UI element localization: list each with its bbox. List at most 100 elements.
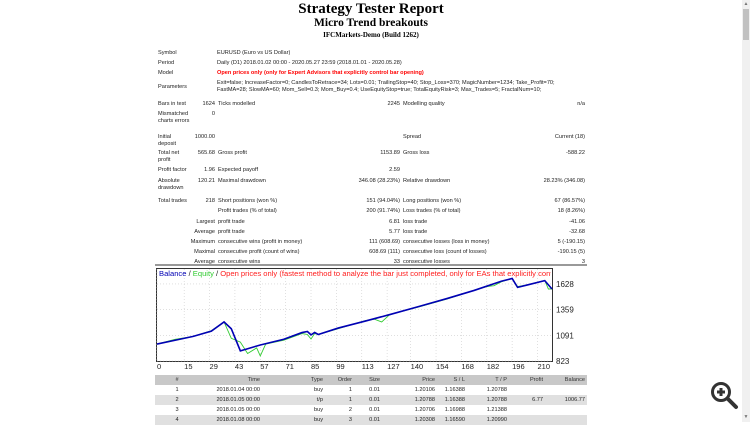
scrollbar-thumb[interactable] xyxy=(743,9,749,40)
stat-label: Absolute drawdown xyxy=(158,178,184,191)
stat-value: 120.21 xyxy=(197,178,215,184)
stat-value: 1153.89 xyxy=(380,150,400,156)
stat-label: Long positions (won %) xyxy=(403,198,462,204)
stat-value: -41.06 xyxy=(569,219,585,225)
stat-value: 346.08 (28.23%) xyxy=(358,178,400,184)
table-cell: 1 xyxy=(175,387,179,393)
table-cell: t/p xyxy=(316,397,323,403)
table-header: # Time Type Order Size Price S / L T / P Profit B… xyxy=(155,375,587,385)
stat-value: 2.59 xyxy=(389,167,400,173)
table-cell: 1.16388 xyxy=(444,387,465,393)
x-tick-label: 29 xyxy=(210,362,218,371)
table-cell: 1.20788 xyxy=(414,397,435,403)
stat-label: profit trade xyxy=(218,219,245,225)
period-value: Daily (D1) 2018.01.02 00:00 - 2020.05.27… xyxy=(217,60,402,66)
table-cell: 1.21388 xyxy=(486,407,507,413)
x-tick-label: 182 xyxy=(487,362,500,371)
column-header: Profit xyxy=(529,377,543,383)
stat-value: 67 (86.57%) xyxy=(554,198,585,204)
parameters-line-1: Exit=false; IncreaseFactor=0; CandlesToR… xyxy=(217,80,555,86)
scroll-up-icon[interactable]: ▲ xyxy=(743,1,749,7)
stat-label: Spread xyxy=(403,134,422,140)
x-tick-label: 154 xyxy=(436,362,449,371)
table-cell: 2 xyxy=(348,407,352,413)
y-tick-label: 823 xyxy=(556,357,570,366)
divider xyxy=(155,264,587,266)
stat-value: Average xyxy=(194,229,215,235)
y-tick-label: 1359 xyxy=(556,306,574,315)
scroll-down-icon[interactable]: ▼ xyxy=(743,414,749,420)
stat-value: -190.15 (5) xyxy=(557,249,585,255)
stat-label: Maximal drawdown xyxy=(218,178,266,184)
stat-value: -588.22 xyxy=(566,150,585,156)
stat-value: Maximal xyxy=(194,249,215,255)
table-cell: 1.20706 xyxy=(414,407,435,413)
table-cell: 1.16388 xyxy=(444,397,465,403)
legend-balance: Balance xyxy=(159,269,186,278)
x-tick-label: 168 xyxy=(461,362,474,371)
column-header: Order xyxy=(337,377,352,383)
stat-value: 2245 xyxy=(387,101,400,107)
table-row: 2 2018.01.05 00:00 t/p 1 0.01 1.20788 1.16388 1… xyxy=(155,395,587,405)
table-cell: 0.01 xyxy=(369,407,380,413)
vertical-scrollbar[interactable] xyxy=(742,0,750,422)
table-cell: 0.01 xyxy=(369,417,380,423)
stat-value: 565.68 xyxy=(197,150,215,156)
table-cell: buy xyxy=(313,407,323,413)
parameters-label: Parameters xyxy=(158,84,187,90)
x-tick-label: 210 xyxy=(538,362,551,371)
table-cell: 1.20990 xyxy=(486,417,507,423)
model-label: Model xyxy=(158,70,174,76)
stat-value: 200 (91.74%) xyxy=(366,208,400,214)
symbol-value: EURUSD (Euro vs US Dollar) xyxy=(217,50,291,56)
stat-value: 111 (608.69) xyxy=(369,239,400,245)
table-cell: buy xyxy=(313,387,323,393)
table-cell: 2018.01.04 00:00 xyxy=(216,387,260,393)
stat-value: 3 xyxy=(581,259,585,265)
legend-equity: Equity xyxy=(193,269,214,278)
table-cell: 3 xyxy=(175,407,179,413)
table-cell: 2018.01.08 00:00 xyxy=(216,417,260,423)
column-header: Time xyxy=(247,377,260,383)
zoom-in-icon[interactable] xyxy=(709,380,739,410)
report-title: Strategy Tester Report xyxy=(298,1,444,17)
x-tick-label: 113 xyxy=(362,362,374,371)
plot-frame xyxy=(156,268,553,362)
table-cell: 2 xyxy=(175,397,179,403)
stat-label: consecutive wins (profit in money) xyxy=(218,239,303,245)
stat-value: 0 xyxy=(211,111,215,117)
stat-label: Mismatched charts errors xyxy=(158,111,190,124)
stat-value: 1624 xyxy=(202,101,215,107)
table-row: 4 2018.01.08 00:00 buy 3 0.01 1.20308 1.16590 1… xyxy=(155,415,587,425)
stat-label: Short positions (won %) xyxy=(218,198,278,204)
stat-label: Loss trades (% of total) xyxy=(403,208,461,214)
table-cell: 2018.01.05 00:00 xyxy=(216,407,260,413)
stat-label: Profit factor xyxy=(158,167,187,173)
stat-label: consecutive wins xyxy=(218,259,261,265)
stat-label: Initial deposit xyxy=(158,134,177,147)
stat-value: Maximum xyxy=(190,239,215,245)
stat-label: consecutive profit (count of wins) xyxy=(218,249,300,255)
stat-label: Profit trades (% of total) xyxy=(218,208,277,214)
x-tick-label: 43 xyxy=(235,362,243,371)
stat-value: 6.81 xyxy=(389,219,400,225)
x-tick-label: 0 xyxy=(157,362,161,371)
table-cell: 1.16988 xyxy=(444,407,465,413)
stat-value: 1.96 xyxy=(204,167,215,173)
table-cell: 1.16590 xyxy=(444,417,465,423)
x-tick-label: 99 xyxy=(336,362,344,371)
y-tick-label: 1628 xyxy=(556,280,574,289)
legend-sep: / xyxy=(214,269,220,278)
column-header: S / L xyxy=(453,377,465,383)
model-value: Open prices only (only for Expert Adviso… xyxy=(217,70,424,76)
table-cell: 1006.77 xyxy=(564,397,585,403)
table-cell: 1.20106 xyxy=(414,387,435,393)
stat-label: consecutive loss (count of losses) xyxy=(403,249,487,255)
stat-label: Gross profit xyxy=(218,150,247,156)
column-header: T / P xyxy=(495,377,507,383)
server-build: IFCMarkets-Demo (Build 1262) xyxy=(323,31,419,39)
legend-model: Open prices only (fastest method to anal… xyxy=(220,269,567,278)
table-cell: 1.20308 xyxy=(414,417,435,423)
column-header: Size xyxy=(369,377,380,383)
table-cell: 1.20788 xyxy=(486,397,507,403)
